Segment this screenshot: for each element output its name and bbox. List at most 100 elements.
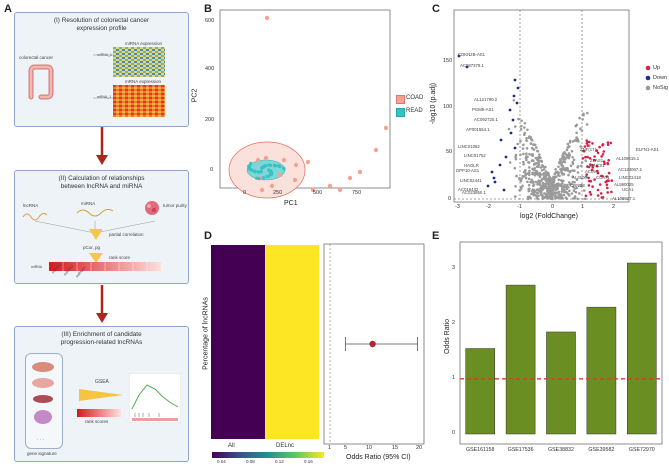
organ-label: colorectal cancer: [19, 55, 54, 60]
volcano-point-nosig: [513, 166, 517, 170]
ci-xlabel: Odds Ratio (95% CI): [346, 454, 411, 461]
volcano-point-nosig: [560, 164, 563, 167]
volcano-point-nosig: [572, 185, 575, 189]
volcano-point-up: [593, 158, 596, 162]
legend-label-read: READ: [406, 108, 423, 114]
volcano-point-up: [596, 171, 600, 175]
volcano-point-nosig: [571, 156, 574, 159]
volcano-point-nosig: [532, 191, 536, 194]
pca-point-coad: [263, 155, 269, 161]
volcano-label-up: ZFAS1: [590, 158, 604, 163]
panel-label-b: B: [204, 3, 212, 15]
volcano-point-nosig: [566, 183, 569, 187]
volcano-point-nosig: [559, 183, 563, 187]
bar-ytick-label: 2: [452, 319, 456, 326]
panel-label-e: E: [432, 230, 440, 242]
volcano-point-up: [600, 174, 603, 178]
heat-cell-all: [211, 245, 265, 439]
volcano-point-nosig: [533, 193, 537, 197]
volcano-point-up: [595, 149, 598, 152]
volcano-label-down: LINC01752: [464, 153, 486, 158]
pca-point-coad: [277, 172, 283, 178]
pca-scatter-chart: [219, 9, 391, 199]
pca-point-coad: [264, 15, 270, 21]
volcano-point-nosig: [561, 160, 565, 164]
volcano-point-down: [512, 94, 516, 98]
volcano-point-nosig: [559, 179, 563, 182]
volcano-point-nosig: [543, 192, 546, 195]
cell-icons: [32, 362, 54, 424]
funnel-icon: [89, 229, 103, 240]
volcano-point-nosig: [562, 188, 566, 192]
volcano-point-down: [465, 65, 469, 69]
volcano-label-up: AC091: [585, 169, 599, 174]
pca-point-coad: [310, 187, 316, 193]
volcano-label-up: ZNF(17): [580, 147, 596, 152]
pca-point-coad: [337, 187, 343, 193]
volcano-point-nosig: [563, 168, 566, 171]
volcano-point-nosig: [523, 126, 526, 129]
volcano-point-nosig: [536, 149, 539, 153]
volcano-plot: [453, 9, 630, 203]
volcano-point-nosig: [539, 179, 543, 183]
pca-point-coad: [269, 183, 275, 189]
volcano-point-nosig: [527, 183, 531, 187]
volcano-point-nosig: [526, 197, 530, 201]
volcano-point-nosig: [519, 139, 522, 143]
volcano-plot-frame: [453, 9, 630, 203]
volcano-point-nosig: [532, 143, 535, 146]
bar-ylabel: Odds Ratio: [444, 318, 452, 355]
pca-xtick-500: 500: [313, 190, 323, 196]
volcano-point-nosig: [530, 146, 534, 150]
volcano-point-nosig: [532, 188, 536, 192]
legend-label-nosig: NoSig: [653, 85, 668, 91]
volcano-point-nosig: [525, 137, 528, 140]
volcano-point-nosig: [527, 189, 531, 193]
bar-xtick-label: GSE161158: [465, 447, 495, 453]
volcano-point-nosig: [567, 173, 570, 177]
volcano-point-nosig: [580, 129, 584, 132]
volcano-point-nosig: [572, 158, 576, 162]
volcano-label-up: AL3500: [572, 175, 587, 180]
volcano-point-nosig: [571, 175, 574, 178]
volcano-label-up: CCAT1: [596, 175, 610, 180]
volcano-point-down: [513, 146, 517, 150]
volcano-point-nosig: [525, 158, 528, 162]
volcano-point-nosig: [542, 172, 546, 176]
volcano-point-nosig: [528, 195, 531, 198]
legend-swatch-coad: [396, 95, 405, 104]
pca-point-read: [249, 168, 254, 172]
bar-gse39582: [586, 306, 617, 435]
volcano-xlabel: log2 (FoldChange): [520, 213, 578, 220]
workflow-step-1: (I) Resolution of colorectal cancer expr…: [14, 12, 189, 127]
volcano-point-nosig: [554, 168, 557, 171]
ci-xtick-15: 15: [392, 445, 399, 451]
volcano-point-up: [606, 143, 610, 146]
pca-point-read: [274, 164, 278, 168]
mirna-icon: [76, 208, 114, 217]
pca-point-coad: [255, 157, 261, 163]
volcano-point-nosig: [539, 193, 542, 196]
colorbar-tick-1: 0.04: [217, 459, 226, 464]
volcano-point-nosig: [565, 197, 569, 200]
bar-gse72970: [627, 262, 657, 435]
rank-row-label: miRNA: [31, 265, 43, 269]
volcano-point-nosig: [551, 197, 554, 201]
volcano-points: [457, 54, 614, 201]
volcano-point-up: [601, 153, 605, 156]
volcano-point-nosig: [514, 157, 518, 161]
volcano-point-nosig: [519, 153, 522, 157]
pca-ytick-200: 200: [205, 117, 215, 123]
volcano-label-down: DPP10-AS1: [456, 168, 480, 173]
bar-gse38832: [546, 331, 576, 435]
volcano-point-nosig: [569, 164, 573, 168]
pca-point-read: [269, 171, 273, 175]
volcano-label-down: AC092720.1: [474, 117, 498, 122]
bar-xtick-label: GSE38832: [548, 447, 574, 453]
pca-point-coad: [373, 147, 379, 153]
volcano-point-nosig: [557, 165, 560, 169]
colorbar-tick-4: 0.16: [304, 459, 313, 464]
volcano-point-nosig: [568, 141, 572, 144]
volcano-point-up: [589, 163, 592, 166]
volcano-label-down: AL121790.2: [474, 97, 498, 102]
